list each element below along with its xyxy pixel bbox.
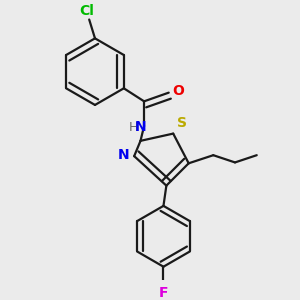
Text: N: N — [118, 148, 130, 162]
Text: S: S — [177, 116, 187, 130]
Text: N: N — [135, 120, 146, 134]
Text: H: H — [128, 121, 138, 134]
Text: F: F — [159, 286, 168, 299]
Text: O: O — [172, 84, 184, 98]
Text: Cl: Cl — [79, 4, 94, 18]
